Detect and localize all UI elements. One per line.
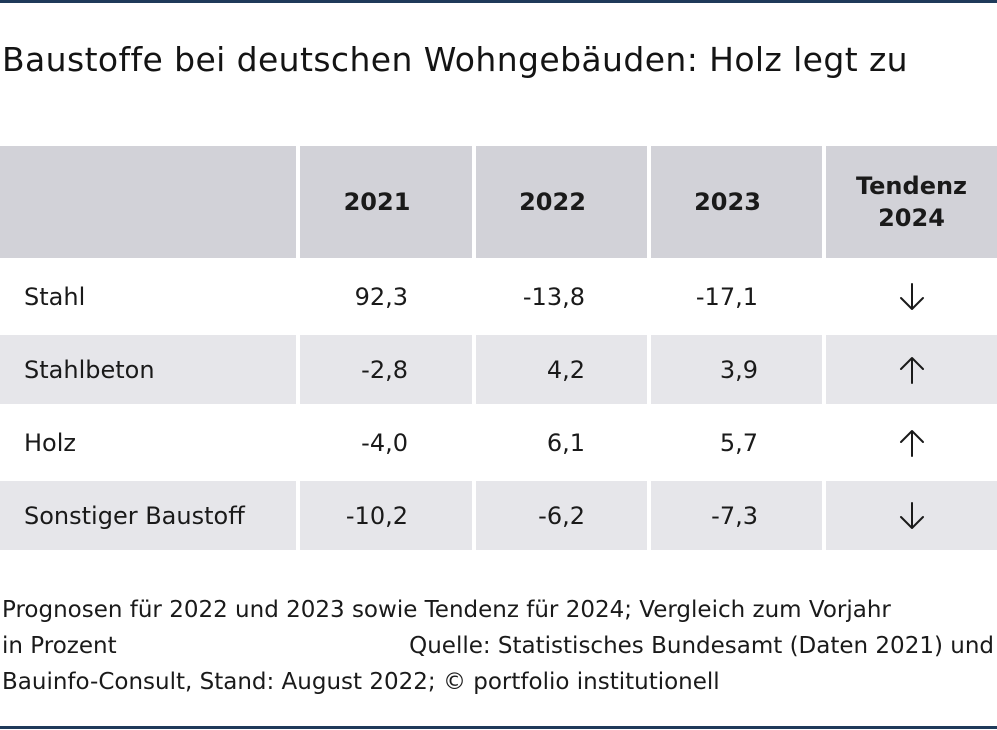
value-2022: -13,8 [522,282,585,311]
arrow-up-icon [899,429,924,457]
table-header-row: 2021 2022 2023 Tendenz 2024 [0,146,997,258]
table-row: Stahl 92,3 -13,8 -17,1 [0,262,997,331]
value-cell-2023: -7,3 [651,481,822,550]
value-cell-2021: -2,8 [300,335,472,404]
header-cell-2022: 2022 [476,146,647,258]
footnote-unit: in Prozent [2,633,117,659]
footnote-source: Quelle: Statistisches Bundesamt (Daten 2… [409,633,994,659]
header-cell-empty [0,146,296,258]
row-label: Holz [24,428,76,457]
page-title: Baustoffe bei deutschen Wohngebäuden: Ho… [2,40,908,79]
trend-cell [826,262,997,331]
value-cell-2021: -10,2 [300,481,472,550]
footnote-line-3: Bauinfo-Consult, Stand: August 2022; © p… [2,669,720,695]
arrow-up-icon [899,356,924,384]
value-cell-2022: -13,8 [476,262,647,331]
value-2022: -6,2 [538,501,585,530]
header-cell-2021: 2021 [300,146,472,258]
trend-arrow-icon [826,282,997,312]
value-cell-2022: 4,2 [476,335,647,404]
value-2022: 6,1 [546,428,585,457]
header-label-2023: 2023 [694,188,761,216]
footnote-line-2: in Prozent Quelle: Statistisches Bundesa… [2,628,994,664]
footnote-line-1: Prognosen für 2022 und 2023 sowie Tenden… [2,597,891,623]
row-label: Sonstiger Baustoff [24,501,245,530]
row-label-cell: Stahl [0,262,296,331]
row-label-cell: Sonstiger Baustoff [0,481,296,550]
value-cell-2023: 3,9 [651,335,822,404]
footnote: Prognosen für 2022 und 2023 sowie Tenden… [2,592,994,700]
bottom-rule [0,726,997,729]
value-2021: -4,0 [361,428,408,457]
value-2021: -2,8 [361,355,408,384]
trend-arrow-icon [826,501,997,531]
value-2023: -17,1 [695,282,758,311]
value-cell-2023: -17,1 [651,262,822,331]
value-2023: 3,9 [719,355,758,384]
value-cell-2022: -6,2 [476,481,647,550]
table-row: Sonstiger Baustoff -10,2 -6,2 -7,3 [0,481,997,550]
value-cell-2021: 92,3 [300,262,472,331]
table-row: Stahlbeton -2,8 4,2 3,9 [0,335,997,404]
header-label-2021: 2021 [343,188,411,216]
value-2021: -10,2 [345,501,408,530]
row-label: Stahlbeton [24,355,155,384]
trend-arrow-icon [826,355,997,385]
value-cell-2022: 6,1 [476,408,647,477]
row-label-cell: Stahlbeton [0,335,296,404]
table-row: Holz -4,0 6,1 5,7 [0,408,997,477]
trend-arrow-icon [826,428,997,458]
value-cell-2023: 5,7 [651,408,822,477]
header-cell-tendenz: Tendenz 2024 [826,146,997,258]
arrow-down-icon [899,501,924,529]
value-2021: 92,3 [354,282,408,311]
value-2022: 4,2 [546,355,585,384]
value-cell-2021: -4,0 [300,408,472,477]
arrow-down-icon [899,282,924,310]
data-table: 2021 2022 2023 Tendenz 2024 Stahl 92,3 -… [0,146,997,554]
header-label-tendenz: Tendenz 2024 [855,172,968,232]
row-label: Stahl [24,282,86,311]
header-label-2022: 2022 [519,188,586,216]
header-cell-2023: 2023 [651,146,822,258]
trend-cell [826,481,997,550]
trend-cell [826,335,997,404]
top-rule [0,0,997,3]
trend-cell [826,408,997,477]
value-2023: -7,3 [711,501,758,530]
value-2023: 5,7 [719,428,758,457]
row-label-cell: Holz [0,408,296,477]
